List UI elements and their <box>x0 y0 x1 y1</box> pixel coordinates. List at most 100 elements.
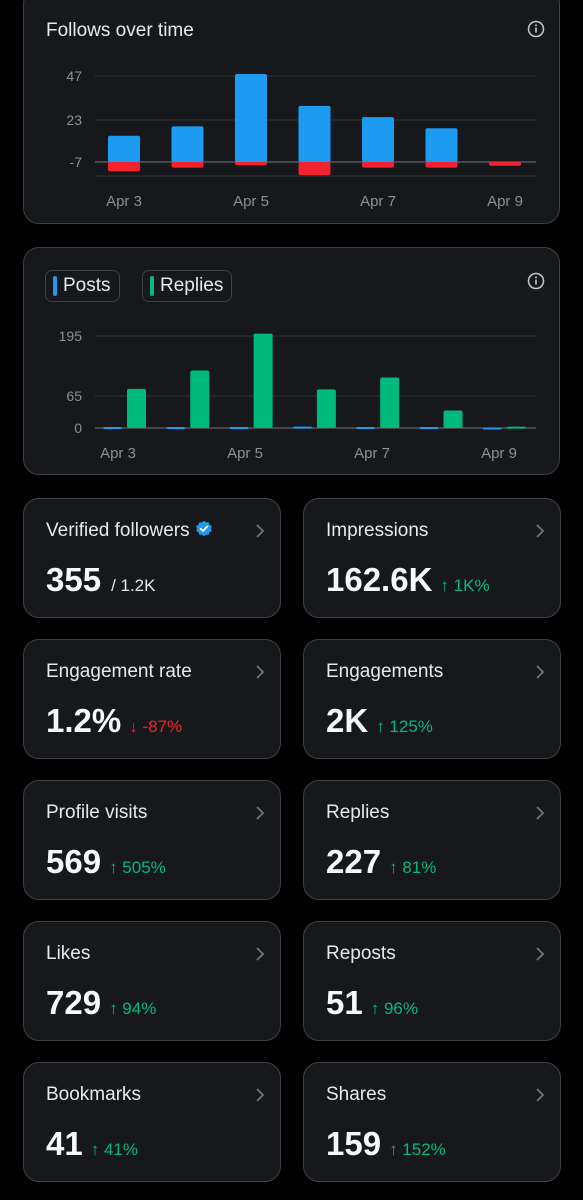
stat-card-engagement-rate[interactable]: Engagement rate 1.2% ↓ -87% <box>23 639 281 759</box>
legend-replies-label: Replies <box>160 275 224 296</box>
stat-card-verified-followers[interactable]: Verified followers 355 / 1.2K <box>23 498 281 618</box>
x-tick-label: Apr 5 <box>233 193 269 210</box>
chevron-right-icon <box>256 665 265 679</box>
bar-series-2 <box>171 162 204 168</box>
bar-posts <box>292 426 312 429</box>
legend-replies[interactable]: Replies <box>142 270 233 302</box>
chevron-right-icon <box>536 1088 545 1102</box>
bar-replies <box>127 388 146 428</box>
stat-value-wrap: 355 / 1.2K <box>46 561 155 599</box>
stat-label: Impressions <box>326 520 429 541</box>
stat-value-wrap: 729 ↑ 94% <box>46 984 156 1022</box>
stat-card-bookmarks[interactable]: Bookmarks 41 ↑ 41% <box>23 1062 281 1182</box>
stat-change: ↑ 505% <box>109 858 166 877</box>
posts-replies-card: Posts Replies 195 65 0 Apr 3 Apr 5 Apr 7 Apr 9 <box>23 247 560 475</box>
verified-badge-icon <box>195 520 212 537</box>
stat-card-shares[interactable]: Shares 159 ↑ 152% <box>303 1062 561 1182</box>
info-icon[interactable] <box>527 20 545 38</box>
chevron-right-icon <box>256 1088 265 1102</box>
stat-card-profile-visits[interactable]: Profile visits 569 ↑ 505% <box>23 780 281 900</box>
stat-card-engagements[interactable]: Engagements 2K ↑ 125% <box>303 639 561 759</box>
follows-chart: 47 23 -7 Apr 3 Apr 5 Apr 7 Apr 9 <box>66 68 536 210</box>
x-tick-label: Apr 9 <box>487 193 523 210</box>
stat-value-wrap: 51 ↑ 96% <box>326 984 418 1022</box>
stat-value: 569 <box>46 843 102 880</box>
stat-value: 729 <box>46 984 102 1021</box>
bar-replies <box>380 377 400 428</box>
stat-label-wrap: Verified followers <box>46 520 213 542</box>
stat-label: Verified followers <box>46 520 190 541</box>
bar-series-1 <box>108 135 140 162</box>
y-tick-label: 47 <box>66 68 82 84</box>
stat-change: ↑ 94% <box>109 999 157 1018</box>
chevron-right-icon <box>536 665 545 679</box>
bar-series-1 <box>362 117 394 162</box>
bar-replies <box>443 410 463 428</box>
bar-replies <box>506 426 526 429</box>
stat-value: 2K <box>326 702 369 739</box>
bar-replies <box>316 389 336 428</box>
legend-posts-swatch <box>53 276 57 296</box>
stat-change: ↑ 81% <box>389 858 437 877</box>
stat-label: Engagements <box>326 661 444 682</box>
stat-value: 162.6K <box>326 561 433 598</box>
stat-total: / 1.2K <box>111 576 156 595</box>
bar-posts <box>356 427 376 430</box>
info-icon[interactable] <box>527 272 545 290</box>
y-tick-label: 195 <box>59 328 83 344</box>
chevron-right-icon <box>256 524 265 538</box>
stat-value: 41 <box>46 1125 83 1162</box>
stat-value-wrap: 41 ↑ 41% <box>46 1125 138 1163</box>
bar-posts <box>103 427 122 430</box>
stat-change: ↑ 152% <box>389 1140 446 1159</box>
stat-label: Engagement rate <box>46 661 192 682</box>
stat-card-reposts[interactable]: Reposts 51 ↑ 96% <box>303 921 561 1041</box>
stat-change: ↑ 96% <box>370 999 418 1018</box>
stat-label: Replies <box>326 802 390 823</box>
posts-replies-chart: 195 65 0 Apr 3 Apr 5 Apr 7 Apr 9 <box>59 328 536 462</box>
stat-value-wrap: 159 ↑ 152% <box>326 1125 446 1163</box>
follows-over-time-card: Follows over time 47 23 -7 Apr 3 Apr 5 Apr 7 A… <box>23 0 560 224</box>
bar-series-2 <box>298 162 331 176</box>
x-tick-label: Apr 7 <box>354 445 390 462</box>
bar-series-2 <box>425 162 458 168</box>
stat-card-likes[interactable]: Likes 729 ↑ 94% <box>23 921 281 1041</box>
stat-change: ↑ 1K% <box>440 576 490 595</box>
chevron-right-icon <box>256 806 265 820</box>
x-tick-label: Apr 3 <box>100 445 136 462</box>
card-title: Follows over time <box>46 20 194 41</box>
chevron-right-icon <box>536 947 545 961</box>
bar-posts <box>482 427 502 430</box>
x-tick-label: Apr 3 <box>106 193 142 210</box>
stat-label: Likes <box>46 943 91 964</box>
chevron-right-icon <box>256 947 265 961</box>
stat-label: Reposts <box>326 943 396 964</box>
stat-value: 355 <box>46 561 102 598</box>
stat-label: Bookmarks <box>46 1084 142 1105</box>
bar-posts <box>166 427 186 430</box>
stat-card-replies[interactable]: Replies 227 ↑ 81% <box>303 780 561 900</box>
stat-value-wrap: 227 ↑ 81% <box>326 843 436 881</box>
stat-value: 51 <box>326 984 363 1021</box>
bar-series-1 <box>425 128 458 162</box>
x-tick-label: Apr 9 <box>481 445 517 462</box>
stat-change: ↑ 41% <box>90 1140 138 1159</box>
legend-posts[interactable]: Posts <box>45 270 120 302</box>
stat-card-impressions[interactable]: Impressions 162.6K ↑ 1K% <box>303 498 561 618</box>
legend-replies-swatch <box>150 276 154 296</box>
stat-change: ↓ -87% <box>129 717 183 736</box>
stat-value-wrap: 2K ↑ 125% <box>326 702 433 740</box>
bar-series-2 <box>362 162 394 168</box>
chevron-right-icon <box>536 806 545 820</box>
stat-label: Shares <box>326 1084 387 1105</box>
stat-value: 227 <box>326 843 382 880</box>
bar-series-2 <box>108 162 140 172</box>
bar-replies <box>253 333 273 428</box>
legend-posts-label: Posts <box>63 275 111 296</box>
y-tick-label: -7 <box>70 154 83 170</box>
stat-change: ↑ 125% <box>376 717 433 736</box>
stat-value-wrap: 569 ↑ 505% <box>46 843 166 881</box>
x-tick-label: Apr 5 <box>227 445 263 462</box>
chevron-right-icon <box>536 524 545 538</box>
bar-series-2 <box>235 162 267 165</box>
